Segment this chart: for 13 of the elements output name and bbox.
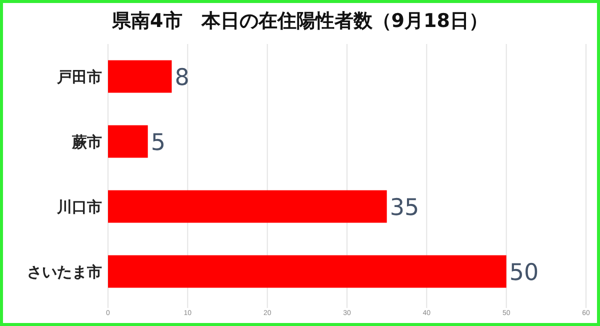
chart-title: 県南4市 本日の在住陽性者数（9月18日） bbox=[111, 10, 488, 32]
bar bbox=[108, 255, 506, 288]
y-tick-label: さいたま市 bbox=[27, 262, 102, 281]
y-tick-label: 戸田市 bbox=[56, 68, 102, 86]
y-tick-label: 蕨市 bbox=[71, 132, 102, 151]
y-tick-label: 川口市 bbox=[56, 198, 102, 216]
data-label: 8 bbox=[174, 65, 190, 92]
data-label: 35 bbox=[390, 195, 420, 222]
data-label: 50 bbox=[509, 260, 539, 286]
bar bbox=[108, 125, 148, 158]
bar bbox=[108, 190, 387, 223]
bar bbox=[108, 60, 172, 93]
data-label: 5 bbox=[150, 130, 166, 156]
